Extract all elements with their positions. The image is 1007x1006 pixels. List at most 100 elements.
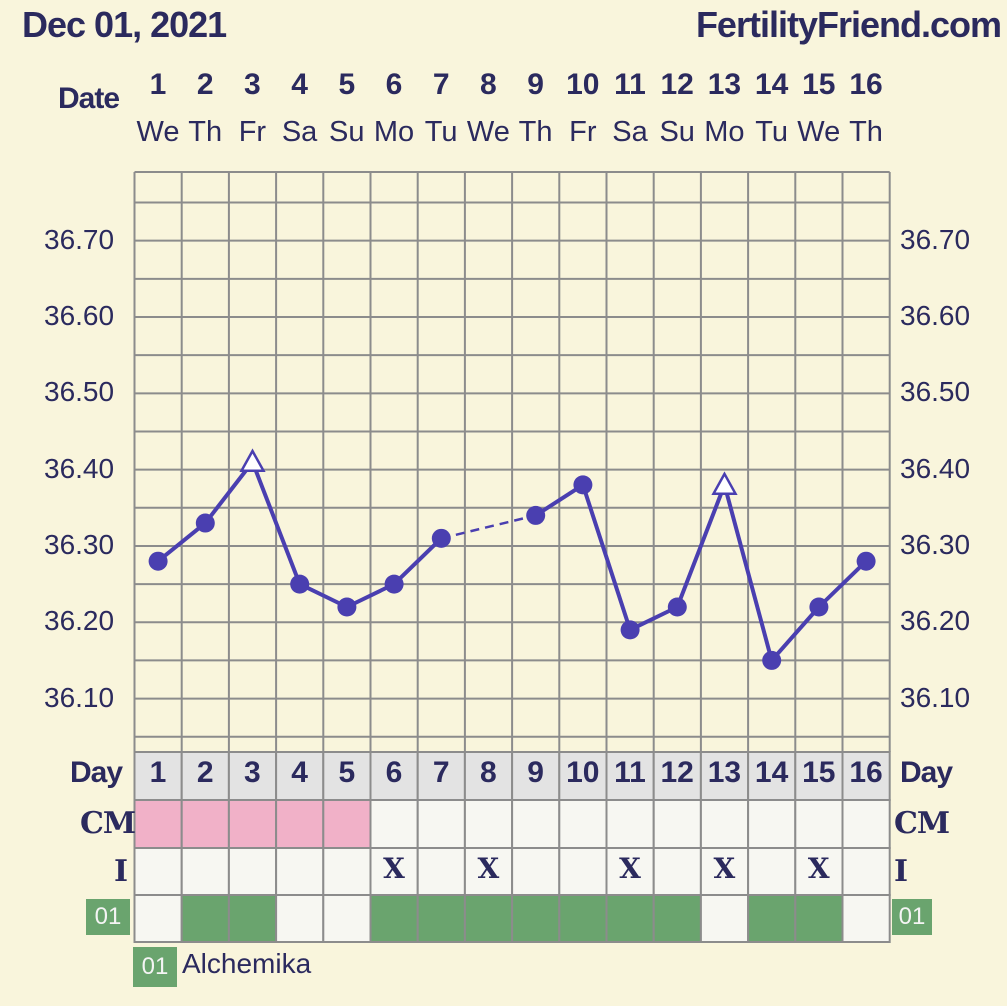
temp-line-segment: [392, 536, 443, 586]
temp-point: [384, 574, 404, 594]
i-cell: [416, 847, 466, 896]
day-cell: [369, 751, 419, 801]
weekday-label: We: [797, 116, 841, 148]
day-cell: [511, 751, 561, 801]
day-row-label-right: Day: [900, 756, 953, 789]
y-tick-left: 36.70: [44, 223, 115, 255]
weekday-label: Tu: [424, 116, 458, 148]
i-cell: [133, 847, 183, 896]
cm-cell: [463, 799, 514, 849]
i-row-label-left: I: [114, 854, 128, 889]
date-number: 14: [754, 68, 789, 101]
i-cell: [841, 847, 891, 896]
cycle-day-number: 12: [660, 756, 694, 789]
legend-code-chip: 01: [133, 947, 177, 987]
temp-point: [856, 551, 876, 571]
cm-cell: [322, 799, 372, 849]
temp-point: [762, 650, 782, 670]
cm-cell: [133, 799, 183, 849]
cm-cell: [511, 799, 561, 849]
i-cell: [180, 847, 230, 896]
legend-name: Alchemika: [182, 948, 312, 979]
cm-cell: [652, 799, 702, 849]
cycle-day-number: 4: [291, 756, 308, 789]
temp-line-segment: [817, 559, 868, 609]
cycle-day-number: 6: [385, 756, 403, 789]
date-number: 16: [849, 68, 883, 101]
cycle-day-number: 5: [338, 756, 356, 789]
day-cell: [652, 751, 702, 801]
i-cell: [463, 847, 514, 896]
weekday-label: Mo: [373, 116, 415, 148]
intercourse-mark: X: [807, 852, 830, 885]
temp-point: [620, 620, 640, 640]
y-tick-right: 36.30: [900, 528, 971, 560]
cycle-day-number: 3: [244, 756, 261, 789]
date-number: 4: [291, 68, 308, 101]
y-tick-left: 36.60: [44, 300, 115, 331]
cycle-day-number: 10: [566, 756, 600, 789]
date-number: 8: [480, 68, 497, 101]
y-tick-left: 36.50: [44, 376, 115, 408]
cm-cell: [794, 799, 844, 849]
day-row-label-left: Day: [70, 756, 123, 789]
y-tick-right: 36.60: [900, 300, 971, 331]
row01-cell: [699, 894, 750, 943]
cm-cell: [605, 799, 655, 849]
weekday-label: Th: [849, 116, 883, 148]
temp-line-segment: [722, 484, 774, 661]
row01-cell: [511, 894, 561, 943]
cm-row-label-left: CM: [80, 806, 136, 841]
y-tick-right: 36.40: [900, 452, 971, 484]
day-cell: [463, 751, 514, 801]
row01-cell: [180, 894, 230, 943]
cycle-day-number: 1: [149, 756, 167, 789]
temp-point-open: [711, 471, 738, 495]
cm-row-label-right: CM: [894, 806, 950, 841]
cm-cell: [747, 799, 797, 849]
y-tick-right: 36.70: [900, 223, 971, 255]
weekday-label: Sa: [281, 116, 318, 148]
cycle-day-number: 8: [480, 756, 497, 789]
y-tick-left: 36.40: [44, 452, 115, 484]
date-row-label: Date: [58, 82, 120, 115]
weekday-label: Fr: [569, 116, 597, 148]
day-cell: [747, 751, 797, 801]
date-number: 12: [660, 68, 694, 101]
weekday-label: Su: [659, 116, 695, 148]
cycle-day-number: 16: [849, 756, 883, 789]
day-cell: [227, 751, 278, 801]
cm-cell: [416, 799, 466, 849]
y-tick-left: 36.20: [44, 605, 115, 637]
date-number: 9: [527, 68, 544, 101]
date-number: 15: [802, 68, 836, 101]
intercourse-mark: X: [713, 852, 736, 885]
row01-cell: [463, 894, 514, 943]
chart-date: Dec 01, 2021: [22, 4, 227, 45]
temp-point-open: [239, 448, 266, 473]
weekday-label: Th: [188, 116, 223, 148]
cm-cell: [841, 799, 891, 849]
date-number: 2: [196, 68, 214, 101]
y-tick-right: 36.10: [900, 681, 971, 713]
row01-cell: [322, 894, 372, 943]
i-row-label-right: I: [894, 854, 908, 889]
cm-cell: [275, 799, 325, 849]
i-cell: [558, 847, 608, 896]
i-cell: [227, 847, 278, 896]
temp-line-segment: [770, 605, 821, 662]
y-tick-right: 36.50: [900, 376, 971, 408]
i-cell: [652, 847, 702, 896]
row01-cell: [227, 894, 278, 943]
day-cell: [133, 751, 183, 801]
cycle-day-number: 14: [754, 756, 789, 789]
temp-line-segment: [156, 521, 207, 563]
temp-point: [195, 513, 215, 533]
cycle-day-number: 7: [432, 756, 450, 789]
temp-line-gap: [441, 514, 536, 540]
i-cell: [511, 847, 561, 896]
row01-cell: [369, 894, 419, 943]
site-title[interactable]: FertilityFriend.com: [695, 4, 1002, 45]
weekday-label: Sa: [612, 116, 648, 148]
